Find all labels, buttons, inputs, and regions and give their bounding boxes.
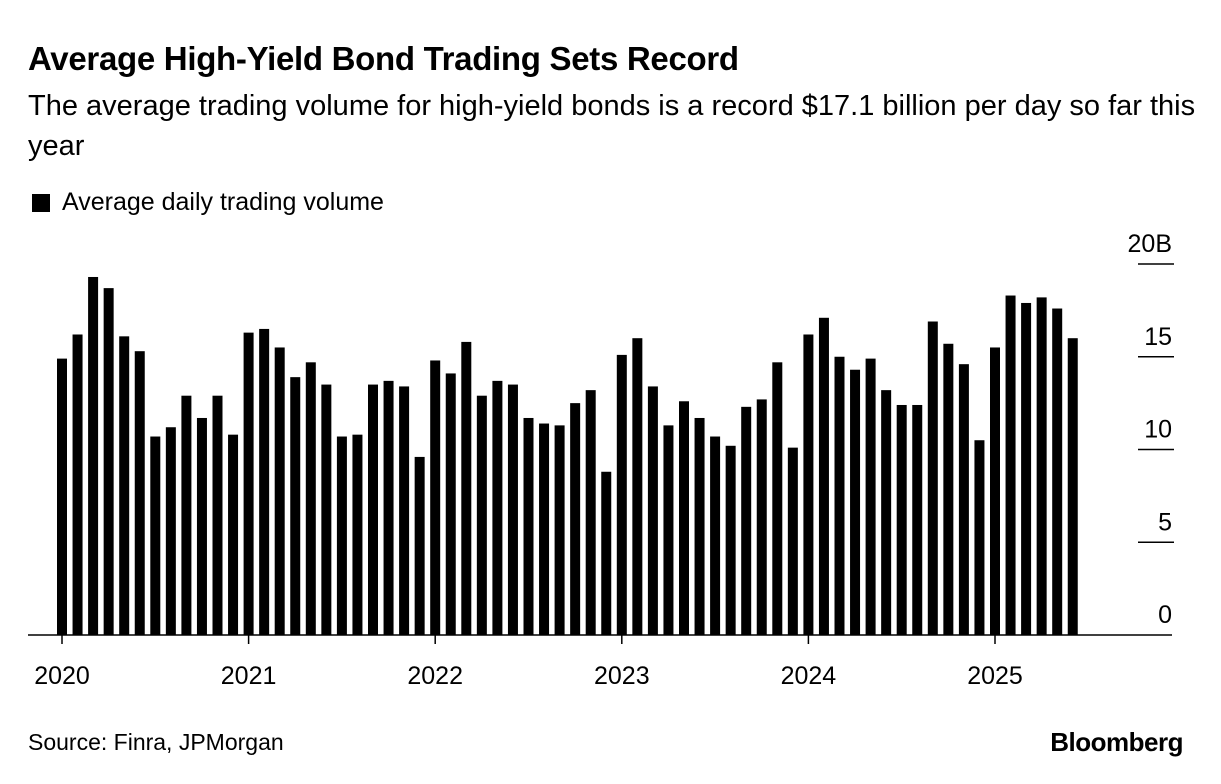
bar bbox=[1021, 302, 1032, 635]
bar bbox=[554, 425, 565, 635]
bar bbox=[865, 358, 876, 635]
bar bbox=[290, 377, 301, 635]
bar bbox=[741, 406, 752, 635]
y-tick-label: 10 bbox=[1144, 416, 1172, 444]
bar bbox=[165, 427, 176, 635]
bar bbox=[228, 434, 239, 635]
x-tick-label: 2021 bbox=[221, 662, 277, 690]
x-tick-label: 2022 bbox=[407, 662, 463, 690]
bar bbox=[259, 328, 270, 635]
bloomberg-logo: Bloomberg bbox=[1050, 727, 1183, 757]
bar bbox=[943, 343, 954, 635]
bar bbox=[601, 471, 612, 635]
bar bbox=[927, 321, 938, 635]
x-tick-label: 2025 bbox=[967, 662, 1023, 690]
bar bbox=[756, 399, 767, 635]
bar bbox=[570, 403, 581, 636]
bar bbox=[539, 423, 550, 635]
bar bbox=[414, 456, 425, 635]
bar bbox=[430, 360, 441, 635]
bar bbox=[974, 440, 985, 635]
legend-swatch bbox=[32, 193, 50, 212]
bar bbox=[476, 395, 487, 635]
bar bbox=[912, 404, 923, 635]
bar bbox=[990, 347, 1000, 635]
axes: 2020 2021 2022 2023 2024 2025 bbox=[28, 634, 1172, 690]
y-gridlines: 0 5 10 15 20B bbox=[1128, 230, 1174, 629]
bar bbox=[243, 332, 254, 635]
bar bbox=[103, 288, 114, 635]
bar bbox=[212, 395, 223, 635]
chart-subtitle: The average trading volume for high-yiel… bbox=[28, 90, 1196, 162]
x-tick-label: 2024 bbox=[781, 662, 837, 690]
bar bbox=[585, 390, 596, 635]
bar bbox=[694, 417, 705, 635]
bar bbox=[72, 334, 83, 635]
y-tick-label: 20B bbox=[1128, 230, 1172, 258]
bar bbox=[383, 380, 394, 635]
bar bbox=[850, 369, 861, 635]
bar bbox=[896, 404, 907, 635]
bar bbox=[507, 384, 518, 635]
bar bbox=[196, 417, 207, 635]
bar bbox=[274, 347, 285, 635]
bar bbox=[321, 384, 332, 635]
legend-label: Average daily trading volume bbox=[62, 188, 384, 216]
bar bbox=[150, 436, 161, 635]
legend: Average daily trading volume bbox=[32, 188, 384, 217]
bar bbox=[647, 386, 658, 635]
bars bbox=[57, 276, 1078, 636]
x-tick-label: 2023 bbox=[594, 662, 650, 690]
bar bbox=[399, 386, 410, 635]
bar bbox=[1005, 295, 1016, 635]
bar bbox=[818, 317, 829, 635]
bar bbox=[663, 425, 674, 635]
bar bbox=[632, 338, 643, 635]
bar bbox=[305, 362, 316, 635]
chart-title: Average High-Yield Bond Trading Sets Rec… bbox=[28, 40, 739, 77]
bar bbox=[725, 445, 736, 635]
y-tick-label: 5 bbox=[1158, 508, 1172, 536]
bar bbox=[368, 384, 378, 635]
bar bbox=[1036, 297, 1047, 635]
bar bbox=[57, 358, 67, 635]
bar bbox=[88, 276, 99, 635]
bar bbox=[772, 362, 783, 635]
bar bbox=[881, 390, 892, 635]
bar bbox=[492, 380, 503, 635]
y-tick-label: 15 bbox=[1144, 323, 1172, 351]
bar bbox=[445, 373, 456, 635]
bar bbox=[1067, 338, 1078, 635]
bar bbox=[336, 436, 347, 635]
x-tick-label: 2020 bbox=[34, 662, 90, 690]
source-note: Source: Finra, JPMorgan bbox=[28, 729, 284, 755]
bar bbox=[679, 401, 689, 635]
bar bbox=[803, 334, 814, 635]
bar bbox=[181, 395, 192, 635]
bar bbox=[134, 351, 145, 635]
bar bbox=[787, 447, 798, 635]
bar bbox=[352, 434, 363, 635]
bar bbox=[710, 436, 721, 635]
bar bbox=[523, 417, 534, 635]
bar bbox=[958, 364, 969, 635]
y-tick-label: 0 bbox=[1158, 601, 1172, 629]
bar bbox=[834, 356, 845, 635]
bar bbox=[616, 354, 627, 635]
bar bbox=[119, 336, 130, 635]
bar bbox=[461, 341, 472, 635]
bar bbox=[1052, 308, 1063, 635]
